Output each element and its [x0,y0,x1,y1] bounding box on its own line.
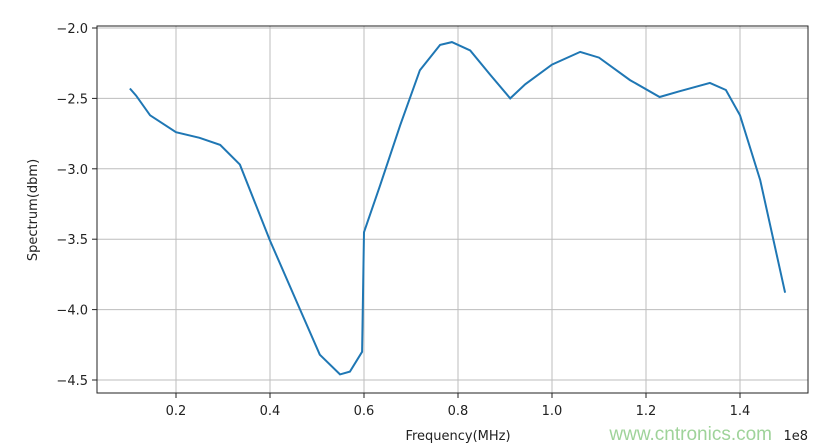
ticks: 0.2 0.4 0.6 0.8 1.0 1.2 1.4 −2.0 −2.5 −3.0 −3.5 −4.… [56,22,750,419]
y-tick-label: −2.0 [56,22,88,37]
x-tick-label: 0.8 [448,404,469,419]
y-tick-label: −3.5 [56,233,88,248]
grid [97,26,808,393]
y-tick-label: −2.5 [56,92,88,107]
x-tick-label: 0.2 [166,404,187,419]
y-axis-label: Spectrum(dbm) [26,159,41,261]
x-tick-label: 0.6 [354,404,375,419]
x-tick-label: 1.4 [730,404,751,419]
x-tick-label: 1.2 [636,404,657,419]
x-axis-label: Frequency(MHz) [405,429,510,444]
plot-frame [96,25,809,394]
y-tick-label: −4.5 [56,374,88,389]
y-tick-label: −4.0 [56,304,88,319]
x-tick-label: 1.0 [542,404,563,419]
watermark: www.cntronics.com [608,424,772,445]
y-tick-label: −3.0 [56,163,88,178]
x-tick-label: 0.4 [260,404,281,419]
series-line [129,41,787,376]
x-offset-label: 1e8 [783,429,808,444]
